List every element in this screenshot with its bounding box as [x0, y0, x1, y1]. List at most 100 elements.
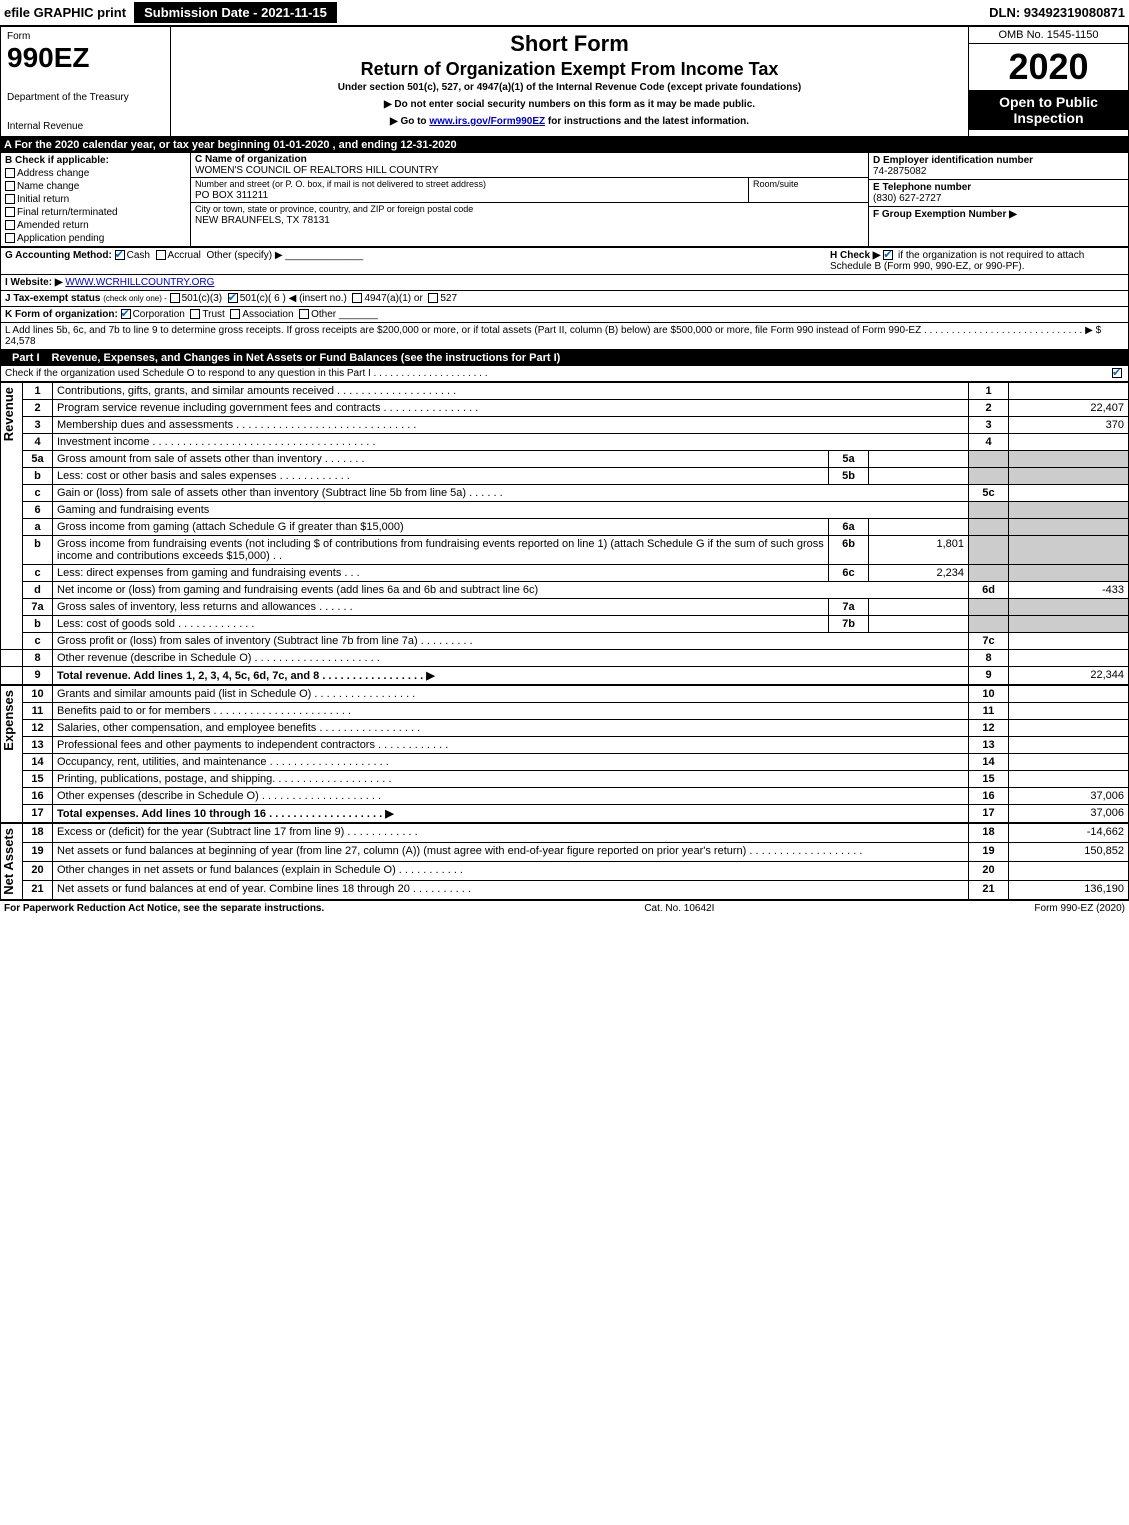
goto-suffix: for instructions and the latest informat… — [545, 116, 749, 127]
row-9: 9 Total revenue. Add lines 1, 2, 3, 4, 5… — [1, 667, 1129, 685]
chk-schedule-b[interactable] — [883, 250, 893, 260]
row-11: 11Benefits paid to or for members . . . … — [1, 703, 1129, 720]
addr-label: Number and street (or P. O. box, if mail… — [195, 179, 486, 189]
website-link[interactable]: WWW.WCRHILLCOUNTRY.ORG — [65, 277, 214, 288]
row-14: 14Occupancy, rent, utilities, and mainte… — [1, 754, 1129, 771]
phone-row: E Telephone number (830) 627-2727 — [869, 180, 1128, 207]
chk-527[interactable] — [428, 293, 438, 303]
part-1-title: Revenue, Expenses, and Changes in Net As… — [52, 352, 561, 364]
row-2: 2 Program service revenue including gove… — [1, 400, 1129, 417]
part-1-header: Part I Revenue, Expenses, and Changes in… — [0, 350, 1129, 366]
top-bar: efile GRAPHIC print Submission Date - 20… — [0, 0, 1129, 26]
submission-date: Submission Date - 2021-11-15 — [134, 2, 337, 23]
e-label: E Telephone number — [873, 182, 971, 193]
row-10: Expenses 10 Grants and similar amounts p… — [1, 686, 1129, 703]
chk-application[interactable]: Application pending — [5, 233, 186, 244]
line-j: J Tax-exempt status (check only one) - 5… — [0, 290, 1129, 306]
form-subtitle: Under section 501(c), 527, or 4947(a)(1)… — [179, 82, 960, 93]
chk-assoc[interactable] — [230, 309, 240, 319]
chk-address[interactable]: Address change — [5, 168, 186, 179]
ein-value: 74-2875082 — [873, 166, 926, 177]
expenses-side-label: Expenses — [1, 686, 23, 823]
irs-link[interactable]: www.irs.gov/Form990EZ — [429, 116, 545, 127]
chk-final[interactable]: Final return/terminated — [5, 207, 186, 218]
footer: For Paperwork Reduction Act Notice, see … — [0, 900, 1129, 916]
org-name: WOMEN'S COUNCIL OF REALTORS HILL COUNTRY — [195, 165, 438, 176]
d-label: D Employer identification number — [873, 155, 1033, 166]
row-1: Revenue 1 Contributions, gifts, grants, … — [1, 383, 1129, 400]
row-7b: b Less: cost of goods sold . . . . . . .… — [1, 616, 1129, 633]
accounting-method: G Accounting Method: Cash Accrual Other … — [5, 250, 824, 272]
header-right: OMB No. 1545-1150 2020 Open to Public In… — [968, 27, 1128, 136]
omb-number: OMB No. 1545-1150 — [969, 27, 1128, 44]
open-inspection: Open to Public Inspection — [969, 90, 1128, 130]
part-1-checkline: Check if the organization used Schedule … — [0, 366, 1129, 382]
chk-initial[interactable]: Initial return — [5, 194, 186, 205]
netassets-side-label: Net Assets — [1, 824, 23, 900]
chk-4947[interactable] — [352, 293, 362, 303]
city-label: City or town, state or province, country… — [195, 204, 473, 214]
chk-trust[interactable] — [190, 309, 200, 319]
entity-section: B Check if applicable: Address change Na… — [0, 153, 1129, 247]
line-g-h: G Accounting Method: Cash Accrual Other … — [0, 247, 1129, 274]
line-l: L Add lines 5b, 6c, and 7b to line 9 to … — [0, 322, 1129, 350]
row-16: 16Other expenses (describe in Schedule O… — [1, 788, 1129, 805]
efile-label: efile GRAPHIC print — [4, 5, 126, 20]
chk-corp[interactable] — [121, 309, 131, 319]
h-label: H Check ▶ — [830, 250, 880, 261]
form-title: Return of Organization Exempt From Incom… — [179, 59, 960, 80]
city-row: City or town, state or province, country… — [191, 203, 868, 227]
short-form-title: Short Form — [179, 31, 960, 57]
form-header: Form 990EZ Department of the Treasury In… — [0, 26, 1129, 137]
chk-name[interactable]: Name change — [5, 181, 186, 192]
row-19: 19Net assets or fund balances at beginni… — [1, 842, 1129, 861]
dept-treasury: Department of the Treasury — [7, 92, 164, 103]
phone-value: (830) 627-2727 — [873, 193, 941, 204]
row-6c: c Less: direct expenses from gaming and … — [1, 565, 1129, 582]
goto-prefix: ▶ Go to — [390, 116, 429, 127]
row-20: 20Other changes in net assets or fund ba… — [1, 861, 1129, 880]
chk-accrual[interactable] — [156, 250, 166, 260]
chk-501c[interactable] — [228, 293, 238, 303]
room-suite: Room/suite — [748, 178, 868, 202]
row-13: 13Professional fees and other payments t… — [1, 737, 1129, 754]
expenses-table: Expenses 10 Grants and similar amounts p… — [0, 685, 1129, 823]
row-18: Net Assets 18 Excess or (deficit) for th… — [1, 824, 1129, 843]
row-3: 3 Membership dues and assessments . . . … — [1, 417, 1129, 434]
g-label: G Accounting Method: — [5, 250, 112, 261]
revenue-side-label: Revenue — [1, 383, 23, 650]
row-8: 8 Other revenue (describe in Schedule O)… — [1, 650, 1129, 667]
form-number: 990EZ — [7, 42, 164, 74]
row-6: 6 Gaming and fundraising events — [1, 502, 1129, 519]
line-k: K Form of organization: Corporation Trus… — [0, 306, 1129, 322]
arrow-goto: ▶ Go to www.irs.gov/Form990EZ for instru… — [179, 116, 960, 127]
check-if-applicable: B Check if applicable: Address change Na… — [1, 153, 191, 246]
f-label: F Group Exemption Number ▶ — [873, 209, 1017, 220]
cat-no: Cat. No. 10642I — [644, 903, 714, 914]
chk-cash[interactable] — [115, 250, 125, 260]
chk-501c3[interactable] — [170, 293, 180, 303]
dln: DLN: 93492319080871 — [989, 5, 1125, 20]
row-15: 15Printing, publications, postage, and s… — [1, 771, 1129, 788]
b-title: B Check if applicable: — [5, 155, 186, 166]
chk-other[interactable] — [299, 309, 309, 319]
header-left: Form 990EZ Department of the Treasury In… — [1, 27, 171, 136]
street-address: Number and street (or P. O. box, if mail… — [191, 178, 748, 202]
k-label: K Form of organization: — [5, 309, 118, 320]
part-1-num: Part I — [4, 352, 48, 364]
city-value: NEW BRAUNFELS, TX 78131 — [195, 215, 330, 226]
revenue-table: Revenue 1 Contributions, gifts, grants, … — [0, 382, 1129, 685]
row-6a: a Gross income from gaming (attach Sched… — [1, 519, 1129, 536]
row-7c: c Gross profit or (loss) from sales of i… — [1, 633, 1129, 650]
tax-year: 2020 — [969, 44, 1128, 90]
chk-schedule-o[interactable] — [1112, 368, 1122, 378]
l-amount: 24,578 — [5, 336, 36, 347]
address-row: Number and street (or P. O. box, if mail… — [191, 178, 868, 203]
row-6b: b Gross income from fundraising events (… — [1, 536, 1129, 565]
arrow-ssn: ▶ Do not enter social security numbers o… — [179, 99, 960, 110]
line-i: I Website: ▶ WWW.WCRHILLCOUNTRY.ORG — [0, 274, 1129, 290]
chk-amended[interactable]: Amended return — [5, 220, 186, 231]
j-note: (check only one) - — [103, 294, 167, 303]
ein-row: D Employer identification number 74-2875… — [869, 153, 1128, 180]
row-12: 12Salaries, other compensation, and empl… — [1, 720, 1129, 737]
